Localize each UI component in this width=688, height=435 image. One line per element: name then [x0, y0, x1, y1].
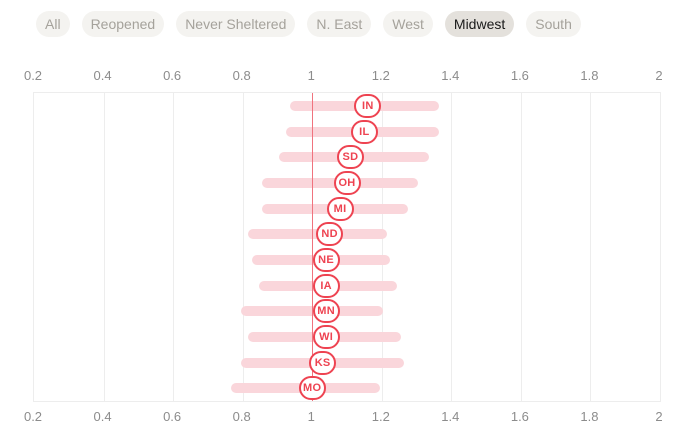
filter-pill-west[interactable]: West — [383, 11, 433, 37]
gridline — [173, 93, 175, 401]
axis-tick-label: 2 — [655, 409, 663, 424]
filter-pill-all[interactable]: All — [36, 11, 70, 37]
state-badge-sd: SD — [336, 145, 364, 170]
gridline — [520, 93, 522, 401]
gridline — [242, 93, 244, 401]
filter-pill-reopened[interactable]: Reopened — [81, 11, 165, 37]
state-badge-in: IN — [354, 93, 382, 118]
axis-tick-label: 1.8 — [580, 409, 599, 424]
filter-pill-midwest[interactable]: Midwest — [444, 11, 515, 37]
axis-tick-label: 1 — [307, 68, 315, 83]
gridline — [590, 93, 592, 401]
axis-tick-label: 2 — [655, 68, 663, 83]
axis-tick-label: 0.8 — [232, 409, 251, 424]
axis-tick-label: 0.4 — [93, 409, 112, 424]
plot-area: IN IL SD OH MI ND NE IA MN WI KS MO — [33, 92, 661, 402]
state-badge-nd: ND — [316, 222, 344, 247]
state-badge-ks: KS — [309, 350, 337, 375]
x-axis-bottom: 0.2 0.4 0.6 0.8 1 1.2 1.4 1.6 1.8 2 — [24, 409, 663, 425]
range-bar-mn — [241, 306, 384, 317]
gridline — [451, 93, 453, 401]
filter-pill-south[interactable]: South — [526, 11, 581, 37]
state-badge-mn: MN — [312, 299, 340, 324]
state-badge-mo: MO — [298, 376, 326, 401]
x-axis-top: 0.2 0.4 0.6 0.8 1 1.2 1.4 1.6 1.8 2 — [24, 68, 663, 84]
filter-bar: All Reopened Never Sheltered N. East West Mid… — [36, 11, 581, 37]
state-badge-ia: IA — [312, 273, 340, 298]
gridline — [381, 93, 383, 401]
axis-tick-label: 1.4 — [441, 409, 460, 424]
axis-tick-label: 0.8 — [232, 68, 251, 83]
axis-tick-label: 0.2 — [23, 409, 43, 424]
state-badge-wi: WI — [312, 324, 340, 349]
axis-tick-label: 0.2 — [23, 68, 43, 83]
axis-tick-label: 1.8 — [580, 68, 599, 83]
state-badge-oh: OH — [333, 170, 361, 195]
axis-tick-label: 1 — [307, 409, 315, 424]
axis-tick-label: 1.6 — [510, 68, 529, 83]
axis-tick-label: 1.2 — [371, 68, 390, 83]
axis-tick-label: 1.2 — [371, 409, 390, 424]
filter-pill-never-sheltered[interactable]: Never Sheltered — [176, 11, 296, 37]
axis-tick-label: 1.4 — [441, 68, 460, 83]
state-badge-ne: NE — [312, 247, 340, 272]
state-badge-il: IL — [350, 119, 378, 144]
reference-line — [312, 93, 314, 401]
axis-tick-label: 1.6 — [510, 409, 529, 424]
axis-tick-label: 0.4 — [93, 68, 112, 83]
gridline — [103, 93, 105, 401]
state-badge-mi: MI — [326, 196, 354, 221]
axis-tick-label: 0.6 — [163, 409, 182, 424]
axis-tick-label: 0.6 — [163, 68, 182, 83]
filter-pill-n-east[interactable]: N. East — [307, 11, 372, 37]
